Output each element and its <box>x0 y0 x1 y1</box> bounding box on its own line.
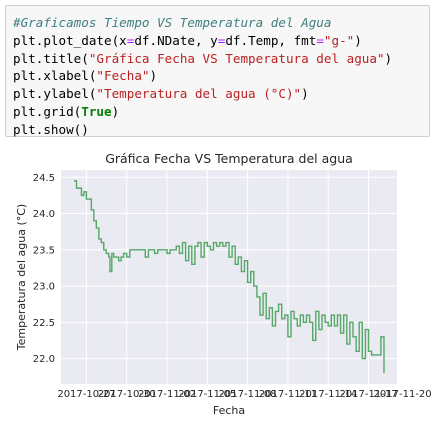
y-tick-label: 22.0 <box>33 354 55 365</box>
line-chart: Gráfica Fecha VS Temperatura del agua 22… <box>15 151 432 417</box>
y-axis-label: Temperatura del agua (°C) <box>15 204 28 351</box>
x-tick-label: 2017-11-02 <box>138 389 196 400</box>
code-token: plt.plot_date(x <box>13 32 127 48</box>
code-token: True <box>81 103 112 119</box>
code-token: "Fecha" <box>96 68 150 84</box>
y-axis-ticks: 22.0 22.5 23.0 23.5 24.0 24.5 <box>33 173 55 365</box>
y-tick-label: 23.0 <box>33 282 55 293</box>
x-tick-label: 2017-11-20 <box>374 389 432 400</box>
code-token: df.Temp, fmt <box>225 32 317 48</box>
code-token: ) <box>301 86 309 102</box>
code-token: plt.show() <box>13 121 89 137</box>
code-token: df.NDate, y <box>134 32 218 48</box>
code-line: #Graficamos Tiempo VS Temperatura del Ag… <box>13 14 422 32</box>
x-tick-label: 2017-10-27 <box>57 389 115 400</box>
code-token: plt.xlabel( <box>13 68 97 84</box>
y-tick-label: 23.5 <box>33 245 55 256</box>
code-cell[interactable]: #Graficamos Tiempo VS Temperatura del Ag… <box>5 5 430 137</box>
code-token: ) <box>354 32 362 48</box>
x-tick-label: 2017-11-05 <box>178 389 236 400</box>
x-tick-label: 2017-11-14 <box>299 389 357 400</box>
x-axis-ticks: 2017-10-272017-10-302017-11-022017-11-05… <box>57 389 431 400</box>
code-line: plt.xlabel("Fecha") <box>13 67 422 85</box>
code-line: plt.ylabel("Temperatura del agua (°C)") <box>13 85 422 103</box>
code-line: plt.grid(True) <box>13 103 422 121</box>
code-token: #Graficamos Tiempo VS Temperatura del Ag… <box>13 15 332 30</box>
code-token: "g-" <box>323 32 355 48</box>
y-tick-label: 22.5 <box>33 318 55 329</box>
code-token: ) <box>111 103 120 119</box>
code-line: plt.show() <box>13 121 422 139</box>
code-token: = <box>126 32 135 48</box>
temperature-series-line <box>74 180 385 374</box>
x-tick-label: 2017-11-17 <box>339 389 397 400</box>
code-token: ) <box>384 50 393 66</box>
code-token: plt.ylabel( <box>13 86 97 102</box>
plot-area <box>61 170 397 384</box>
code-editor[interactable]: #Graficamos Tiempo VS Temperatura del Ag… <box>6 6 429 147</box>
x-axis-label: Fecha <box>213 404 245 417</box>
y-tick-label: 24.5 <box>33 173 55 184</box>
code-token: "Temperatura del agua (°C)" <box>96 86 302 102</box>
y-tick-label: 24.0 <box>33 209 55 220</box>
x-tick-label: 2017-11-11 <box>259 389 317 400</box>
code-token: plt.grid( <box>13 103 82 119</box>
code-line: plt.title("Gráfica Fecha VS Temperatura … <box>13 50 422 68</box>
code-token: ) <box>149 68 158 84</box>
chart-output: Gráfica Fecha VS Temperatura del agua 22… <box>0 145 435 427</box>
chart-title: Gráfica Fecha VS Temperatura del agua <box>105 151 353 166</box>
code-token: = <box>217 32 226 48</box>
x-tick-label: 2017-11-08 <box>219 389 277 400</box>
code-token: = <box>316 32 324 48</box>
code-line: plt.plot_date(x=df.NDate, y=df.Temp, fmt… <box>13 32 422 50</box>
code-token: plt.title( <box>13 50 89 66</box>
x-tick-label: 2017-10-30 <box>98 389 156 400</box>
code-token: "Gráfica Fecha VS Temperatura del agua" <box>88 50 385 66</box>
